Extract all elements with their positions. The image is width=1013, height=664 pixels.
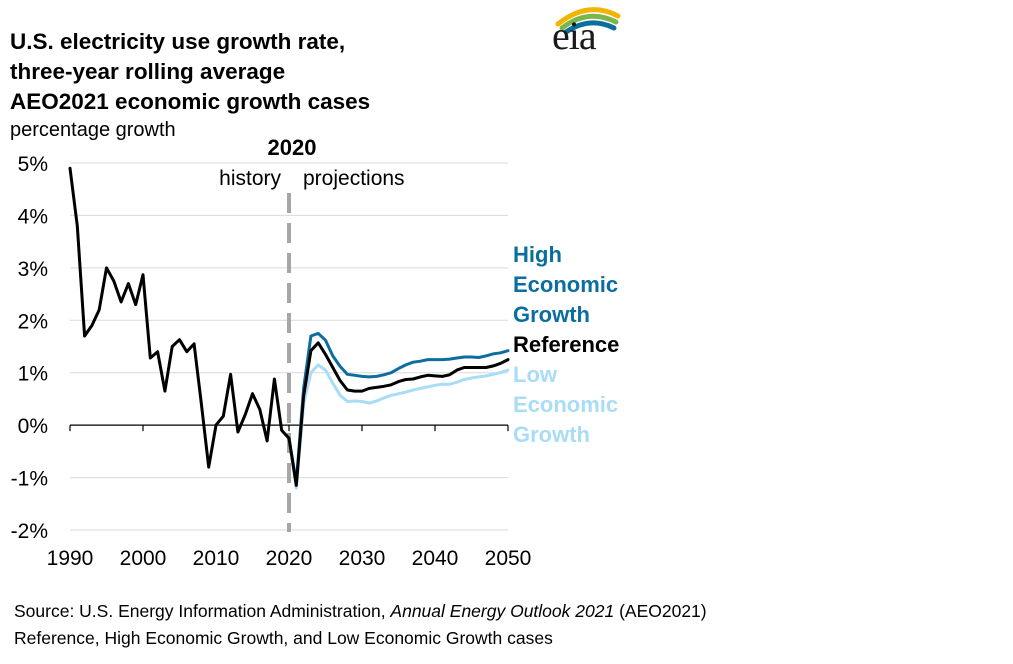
- source-publication-title: Annual Energy Outlook 2021: [390, 601, 615, 621]
- low-economic-growth-label: Economic: [513, 392, 618, 417]
- y-tick-label: -2%: [11, 520, 48, 543]
- chart-title-line-2: three-year rolling average: [10, 59, 286, 84]
- projections-label: projections: [303, 167, 405, 190]
- y-tick-label: 1%: [18, 363, 48, 386]
- source-suffix: (AEO2021): [614, 601, 707, 621]
- chart-title-line-1: U.S. electricity use growth rate,: [10, 29, 346, 54]
- x-tick-label: 2030: [339, 547, 386, 570]
- line-chart: -2% -1% 0% 1% 2% 3% 4% 5% 1990 2000 2010 2020 2030 20…: [11, 135, 620, 570]
- high-economic-growth-label: High: [513, 242, 562, 267]
- y-axis-units-label: percentage growth: [10, 119, 176, 141]
- reference-line: [287, 341, 510, 487]
- low-economic-growth-label: Growth: [513, 422, 590, 447]
- y-tick-label: 5%: [18, 153, 48, 176]
- eia-logo-arcs-icon: [555, 7, 621, 35]
- x-tick-label: 1990: [47, 547, 94, 570]
- x-tick-label: 2010: [193, 547, 240, 570]
- divider-year-label: 2020: [268, 135, 317, 160]
- source-line-2: Reference, High Economic Growth, and Low…: [14, 628, 553, 648]
- y-tick-label: -1%: [11, 468, 48, 491]
- high-economic-growth-label: Economic: [513, 272, 618, 297]
- source-line-1: Source: U.S. Energy Information Administ…: [14, 598, 707, 625]
- high-economic-growth-label: Growth: [513, 302, 590, 327]
- y-tick-label: 3%: [18, 258, 48, 281]
- x-tick-label: 2020: [266, 547, 313, 570]
- x-tick-label: 2050: [485, 547, 532, 570]
- reference-label: Reference: [513, 332, 619, 357]
- history-line: [68, 166, 291, 469]
- source-note: Source: U.S. Energy Information Administ…: [14, 598, 707, 652]
- y-tick-label: 2%: [18, 310, 48, 333]
- history-label: history: [219, 167, 281, 190]
- low-economic-growth-label: Low: [513, 362, 558, 387]
- y-tick-label: 4%: [18, 205, 48, 228]
- source-prefix: Source: U.S. Energy Information Administ…: [14, 601, 391, 621]
- low-economic-growth-line: [287, 363, 510, 490]
- chart-title-line-3: AEO2021 economic growth cases: [10, 89, 371, 114]
- high-economic-growth-line: [287, 331, 510, 485]
- chart-title-block: U.S. electricity use growth rate, three-…: [10, 27, 370, 143]
- y-tick-label: 0%: [18, 415, 48, 438]
- eia-logo-text: eia: [552, 13, 597, 58]
- x-tick-label: 2040: [412, 547, 459, 570]
- x-tick-label: 2000: [120, 547, 167, 570]
